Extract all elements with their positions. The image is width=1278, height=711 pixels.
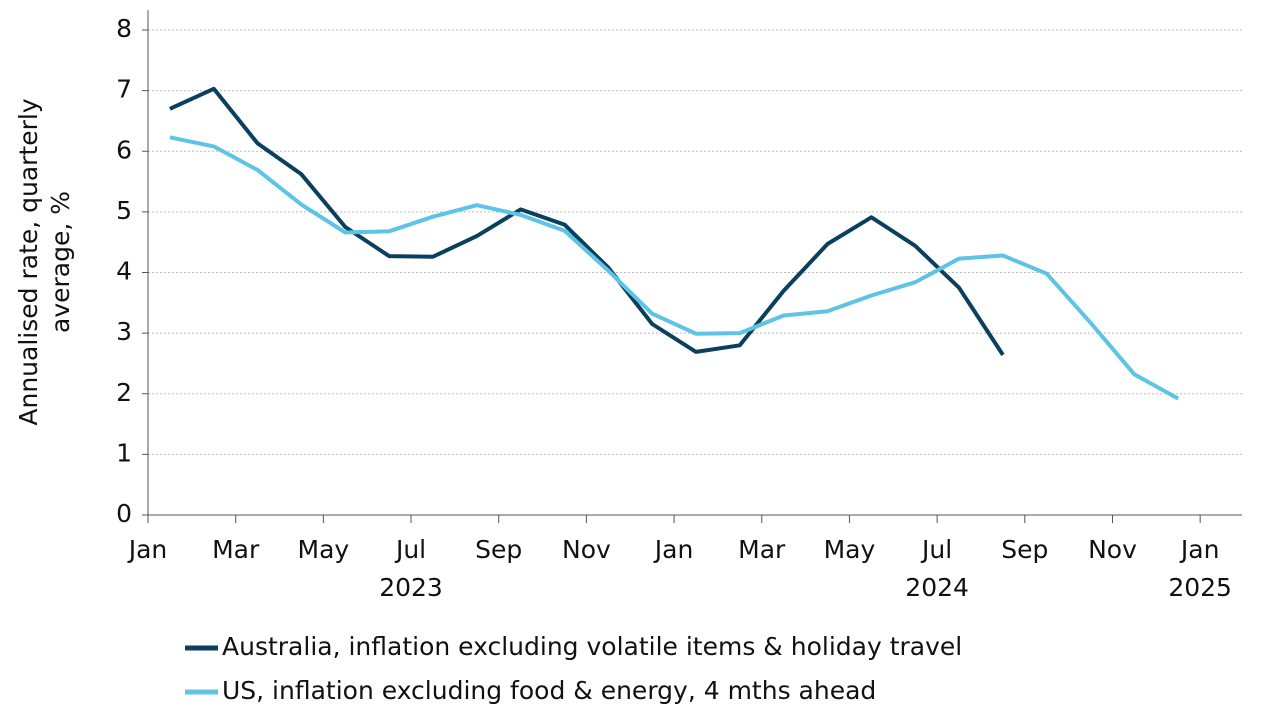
x-year-label: 2025 — [1168, 573, 1232, 602]
y-axis-label-line: average, % — [46, 191, 75, 333]
x-tick-label: Mar — [738, 535, 786, 564]
legend-label: US, inflation excluding food & energy, 4… — [222, 676, 876, 705]
y-tick-label: 0 — [116, 499, 132, 528]
x-tick-label: Jul — [920, 535, 952, 564]
x-tick-label: Jan — [1179, 535, 1220, 564]
series-line — [169, 86, 1005, 356]
x-year-label: 2023 — [379, 573, 443, 602]
x-tick-label: May — [824, 535, 876, 564]
y-axis-label-line: Annualised rate, quarterly — [14, 98, 43, 425]
y-tick-label: 8 — [116, 14, 132, 43]
y-tick-label: 3 — [116, 317, 132, 346]
x-tick-label: Nov — [562, 535, 611, 564]
y-tick-label: 7 — [116, 75, 132, 104]
x-tick-label: Jul — [394, 535, 426, 564]
x-tick-label: Jan — [653, 535, 694, 564]
x-tick-label: Nov — [1088, 535, 1137, 564]
x-tick-label: Mar — [212, 535, 260, 564]
legend-label: Australia, inflation excluding volatile … — [222, 632, 962, 661]
x-tick-label: May — [298, 535, 350, 564]
x-tick-label: Jan — [127, 535, 168, 564]
series-line — [169, 135, 1180, 401]
y-axis-label: Annualised rate, quarterly average, % — [14, 98, 75, 425]
y-tick-label: 4 — [116, 257, 132, 286]
x-tick-label: Sep — [1001, 535, 1048, 564]
x-year-label: 2024 — [905, 573, 969, 602]
y-tick-label: 1 — [116, 438, 132, 467]
x-tick-label: Sep — [475, 535, 522, 564]
y-tick-label: 5 — [116, 196, 132, 225]
y-tick-label: 6 — [116, 135, 132, 164]
y-tick-label: 2 — [116, 378, 132, 407]
